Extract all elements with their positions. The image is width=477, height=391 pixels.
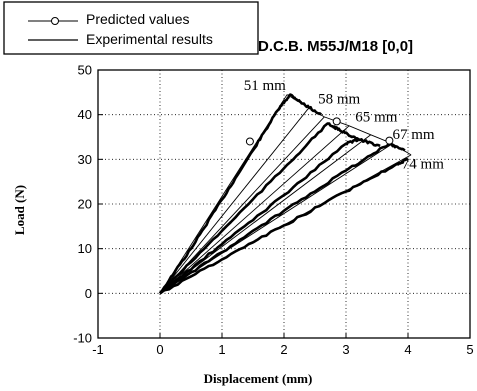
x-tick-label: 2: [280, 342, 287, 357]
crack-length-annotation: 67 mm: [393, 127, 435, 143]
legend: Predicted values Experimental results: [3, 1, 259, 55]
experimental-curve: [159, 137, 381, 295]
legend-predicted-label: Predicted values: [86, 11, 190, 27]
predicted-line: [159, 143, 393, 294]
experimental-curve: [159, 122, 360, 295]
x-tick-label: 3: [342, 342, 349, 357]
predicted-point: [332, 117, 341, 126]
chart-title: D.C.B. M55J/M18 [0,0]: [258, 38, 413, 55]
y-tick-label: 10: [78, 241, 92, 256]
predicted-line: [159, 154, 412, 294]
x-tick-label: 5: [466, 342, 473, 357]
y-tick-label: -10: [73, 331, 92, 346]
predicted-envelope: [286, 94, 412, 156]
legend-box: [3, 1, 259, 55]
predicted-line: [159, 94, 288, 294]
x-axis-label: Displacement (mm): [204, 371, 313, 386]
y-tick-label: 0: [85, 286, 92, 301]
crack-length-annotation: 51 mm: [244, 78, 286, 94]
crack-length-annotation: 74 mm: [402, 156, 444, 172]
predicted-line: [159, 116, 325, 294]
crack-length-annotation: 58 mm: [318, 92, 360, 108]
legend-predicted-marker: [51, 17, 59, 25]
experimental-curve: [159, 142, 406, 295]
y-tick-label: 30: [78, 152, 92, 167]
experimental-curve: [158, 93, 323, 295]
x-tick-label: 4: [404, 342, 411, 357]
legend-experimental-label: Experimental results: [86, 31, 213, 47]
predicted-line: [159, 134, 372, 294]
x-tick-label: 1: [218, 342, 225, 357]
y-tick-label: 20: [78, 197, 92, 212]
predicted-point: [245, 137, 254, 146]
predicted-line: [159, 107, 310, 294]
y-axis-label: Load (N): [12, 185, 27, 235]
y-tick-label: 50: [78, 63, 92, 78]
plot-data: [158, 93, 412, 295]
predicted-line: [159, 125, 350, 294]
x-tick-label: -1: [92, 342, 104, 357]
grid: [98, 70, 470, 338]
predicted-point: [385, 136, 394, 145]
y-tick-label: 40: [78, 107, 92, 122]
crack-length-annotation: 65 mm: [355, 109, 397, 125]
x-tick-label: 0: [156, 342, 163, 357]
